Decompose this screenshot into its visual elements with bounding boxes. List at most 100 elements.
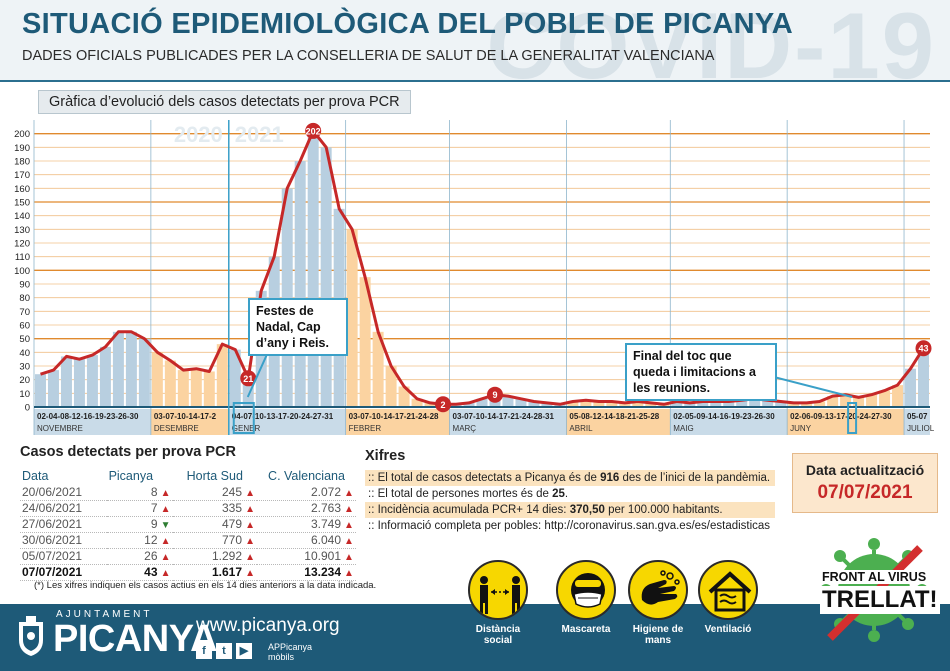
xifres-total-cases: :: El total de casos detectats a Picanya… bbox=[365, 470, 775, 486]
y-tick-label: 0 bbox=[25, 403, 30, 414]
x-tick-labels: 04-07-10-13-17-20-24-27-31 bbox=[232, 412, 334, 421]
measure-hands-label: Higiene de mans bbox=[632, 624, 684, 646]
chart-bar bbox=[502, 396, 514, 407]
website-link[interactable]: www.picanya.org bbox=[196, 615, 340, 636]
data-label: 2 bbox=[441, 400, 446, 410]
app-label[interactable]: APPicanya mòbils bbox=[268, 642, 313, 662]
chart-bar bbox=[385, 366, 397, 407]
chart-bar bbox=[320, 147, 332, 408]
callout-toc: Final del toc que queda i limitacions a … bbox=[625, 343, 777, 401]
year-label-2021: 2021 bbox=[235, 122, 284, 147]
y-tick-label: 120 bbox=[14, 239, 30, 250]
x-tick-labels: 02-06-09-13-17-20-24-27-30 bbox=[790, 412, 892, 421]
chart-bar bbox=[866, 394, 878, 407]
chart-bar bbox=[892, 385, 904, 407]
y-tick-label: 160 bbox=[14, 184, 30, 195]
page-subtitle: DADES OFICIALS PUBLICADES PER LA CONSELL… bbox=[22, 48, 715, 64]
cases-table: Data Picanya Horta Sud C. Valenciana 20/… bbox=[20, 468, 356, 581]
trend-line bbox=[40, 129, 925, 406]
chart-bar bbox=[463, 402, 475, 407]
arrow-up-icon: ▲ bbox=[245, 536, 255, 547]
xifres-section: Xifres :: El total de casos detectats a … bbox=[365, 448, 775, 534]
cell-picanya: 8 ▲ bbox=[106, 484, 173, 501]
chart-bar bbox=[99, 346, 111, 407]
chart-bar bbox=[671, 401, 683, 407]
chart-bar bbox=[580, 400, 592, 407]
hand-wash-icon bbox=[628, 560, 688, 620]
arrow-up-icon: ▲ bbox=[160, 487, 171, 499]
highlight-box-toc bbox=[847, 402, 858, 434]
cell-date: 30/06/2021 bbox=[20, 532, 107, 549]
header: COVID-19 SITUACIÓ EPIDEMIOLÒGICA DEL POB… bbox=[0, 0, 950, 98]
chart-bar bbox=[125, 331, 137, 407]
chart-bar bbox=[216, 344, 228, 407]
arrow-up-icon: ▲ bbox=[344, 568, 354, 579]
y-tick-label: 10 bbox=[19, 389, 30, 400]
y-tick-label: 80 bbox=[19, 293, 30, 304]
xifres-total-deaths: :: El total de persones mortes és de 25. bbox=[368, 488, 569, 500]
arrow-up-icon: ▲ bbox=[344, 520, 354, 531]
col-data: Data bbox=[22, 469, 49, 483]
cell-picanya: 12 ▲ bbox=[106, 532, 173, 549]
youtube-icon[interactable]: ▶ bbox=[236, 643, 252, 659]
x-tick-labels: 02-05-09-14-16-19-23-26-30 bbox=[673, 412, 775, 421]
chart-bar bbox=[203, 371, 215, 407]
month-label: MARÇ bbox=[453, 424, 477, 433]
plot-area bbox=[34, 120, 930, 407]
cell-horta-sud: 245 ▲ bbox=[172, 484, 258, 501]
evolution-chart-svg: 0 10 20 30 40 50 60 70 80 90 100 110 120 130 140 150 160… bbox=[14, 120, 935, 435]
chart-bar bbox=[35, 374, 46, 407]
x-tick-labels: 03-07-10-14-17-21-24-28 bbox=[349, 412, 439, 421]
chart-bar bbox=[840, 394, 852, 407]
chart-bar bbox=[723, 401, 735, 407]
chart-bar bbox=[476, 398, 488, 407]
y-tick-label: 100 bbox=[14, 266, 30, 277]
table-row: 24/06/2021 7 ▲ 335 ▲ 2.763 ▲ bbox=[20, 500, 356, 517]
chart-bar bbox=[177, 370, 189, 407]
cell-horta-sud: 770 ▲ bbox=[172, 532, 258, 549]
arrow-up-icon: ▲ bbox=[245, 520, 255, 531]
facebook-icon[interactable]: f bbox=[196, 643, 212, 659]
chart-bar bbox=[593, 401, 605, 407]
arrow-up-icon: ▲ bbox=[344, 536, 354, 547]
chart-bar bbox=[567, 401, 579, 407]
cell-picanya: 43 ▲ bbox=[106, 564, 173, 581]
arrow-up-icon: ▲ bbox=[160, 504, 171, 515]
twitter-icon[interactable]: t bbox=[216, 643, 232, 659]
chart-bar bbox=[528, 401, 540, 407]
trellat-line1: FRONT AL VIRUS bbox=[820, 570, 929, 584]
chart-bar bbox=[684, 402, 696, 407]
y-tick-label: 180 bbox=[14, 157, 30, 168]
chart-bar bbox=[736, 400, 748, 407]
trellat-badge: FRONT AL VIRUS TRELLAT! bbox=[812, 534, 940, 646]
x-tick-labels: 05-07 bbox=[907, 412, 928, 421]
cell-date: 27/06/2021 bbox=[20, 516, 107, 533]
chart-bar bbox=[372, 331, 384, 407]
chart-bar bbox=[164, 360, 176, 407]
month-band bbox=[670, 409, 788, 435]
measure-hands: Higiene de mans bbox=[624, 560, 692, 646]
evolution-chart: 0 10 20 30 40 50 60 70 80 90 100 110 120 130 140 150 160… bbox=[10, 90, 940, 440]
measure-distance-label: Distància social bbox=[475, 624, 521, 646]
chart-bar bbox=[73, 359, 85, 407]
data-point-marker bbox=[240, 370, 257, 387]
y-tick-label: 190 bbox=[14, 143, 30, 154]
xifres-info-link[interactable]: :: Informació completa per pobles: http:… bbox=[368, 520, 771, 532]
month-label: NOVEMBRE bbox=[37, 424, 83, 433]
table-row: 20/06/2021 8 ▲ 245 ▲ 2.072 ▲ bbox=[20, 484, 356, 501]
col-picanya: Picanya bbox=[108, 469, 154, 483]
chart-bar bbox=[853, 397, 865, 407]
month-label: JUNY bbox=[790, 424, 812, 433]
cell-picanya: 7 ▲ bbox=[106, 500, 173, 517]
y-tick-label: 40 bbox=[19, 348, 30, 359]
logo-picanya: PICANYA bbox=[53, 618, 218, 660]
chart-bar bbox=[294, 161, 306, 407]
chart-bar bbox=[801, 402, 813, 407]
col-horta-sud: Horta Sud bbox=[186, 469, 243, 483]
x-tick-labels: 03-07-10-14-17-2 bbox=[154, 412, 217, 421]
month-label: GENER bbox=[232, 424, 261, 433]
y-tick-label: 60 bbox=[19, 321, 30, 332]
chart-bar bbox=[762, 400, 774, 407]
page-title: SITUACIÓ EPIDEMIOLÒGICA DEL POBLE DE PIC… bbox=[22, 8, 794, 40]
arrow-down-icon: ▼ bbox=[160, 520, 171, 531]
